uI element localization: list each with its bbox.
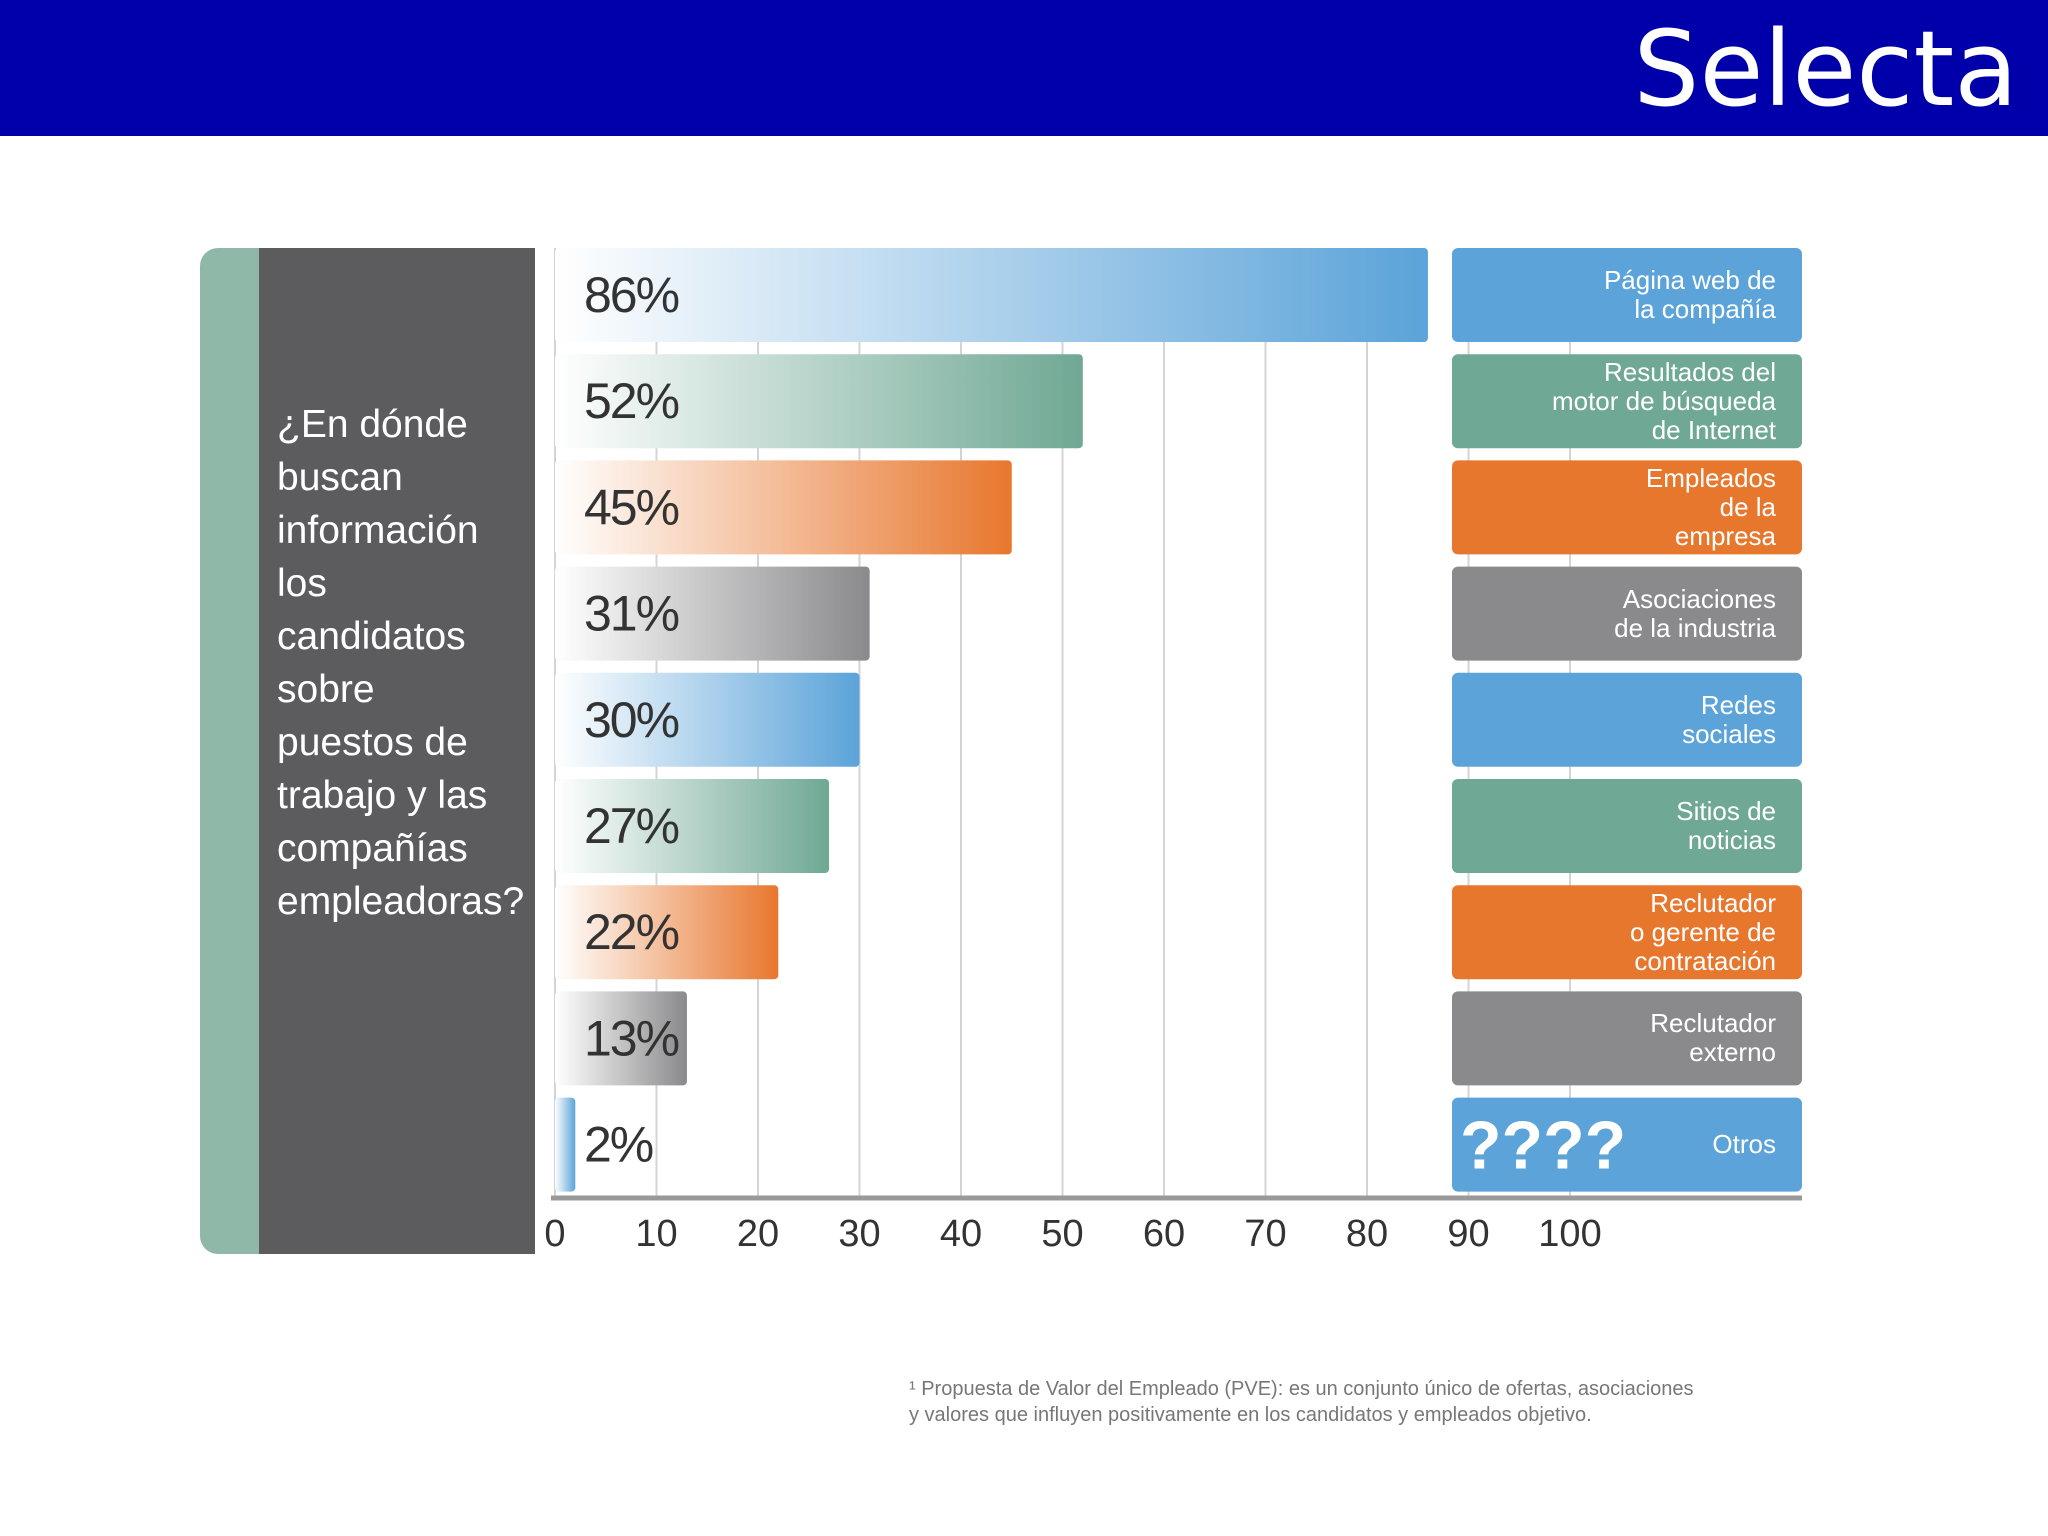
category-label: Empleados de la empresa — [1645, 462, 1776, 551]
x-tick-label: 80 — [1346, 1213, 1388, 1255]
x-tick-label: 50 — [1041, 1213, 1083, 1255]
question: ¿En dónde buscan información los candida… — [277, 403, 525, 923]
category-box — [1452, 991, 1802, 1086]
category-label: Página web de la compañía — [1603, 265, 1776, 324]
x-tick-label: 100 — [1538, 1213, 1601, 1255]
value-label: 31% — [584, 586, 679, 642]
value-label: 30% — [584, 692, 679, 748]
value-label: 86% — [584, 267, 679, 323]
bar — [555, 1097, 576, 1192]
value-label: 27% — [584, 798, 679, 854]
bar — [555, 566, 870, 661]
category-label: Sitios de noticias — [1676, 796, 1776, 855]
value-label: 45% — [584, 479, 679, 535]
category-box — [1452, 1097, 1802, 1192]
x-tick-label: 90 — [1447, 1213, 1489, 1255]
category-label: Reclutador externo — [1650, 1008, 1776, 1068]
category-label: Reclutador o gerente de contratación — [1629, 887, 1776, 976]
category-box — [1452, 885, 1802, 980]
header-bar: Selecta — [0, 0, 2048, 136]
category-label: Resultados del motor de búsqueda de Inte… — [1551, 356, 1776, 445]
brand: Selecta — [1633, 8, 2018, 130]
category-box — [1452, 354, 1802, 449]
bar — [555, 354, 1083, 449]
value-label: 2% — [584, 1117, 653, 1173]
value-label: 22% — [584, 904, 679, 960]
bar — [555, 460, 1012, 555]
category-box — [1452, 672, 1802, 767]
annotation: ???? — [1460, 1108, 1626, 1184]
x-tick-label: 10 — [635, 1213, 677, 1255]
x-tick-label: 20 — [737, 1213, 779, 1255]
category-label: Redes sociales — [1682, 689, 1776, 749]
category-label: Asociaciones de la industria — [1614, 583, 1776, 643]
bar — [555, 779, 830, 873]
x-tick-label: 70 — [1244, 1213, 1286, 1255]
footnote: ¹ Propuesta de Valor del Empleado (PVE):… — [909, 1378, 1694, 1426]
x-tick-label: 40 — [940, 1213, 982, 1255]
value-label: 52% — [584, 373, 679, 429]
category-box — [1452, 779, 1802, 873]
category-box — [1452, 566, 1802, 661]
value-label: 13% — [584, 1010, 679, 1066]
bar — [555, 885, 779, 980]
x-tick-label: 0 — [544, 1213, 565, 1255]
category-label: Otros — [1712, 1129, 1776, 1160]
category-box — [1452, 248, 1802, 342]
category-box — [1452, 460, 1802, 555]
question-panel — [259, 248, 535, 1254]
x-tick-label: 30 — [838, 1213, 880, 1255]
bar — [555, 991, 687, 1086]
x-tick-label: 60 — [1143, 1213, 1185, 1255]
bar — [555, 248, 1428, 342]
bar — [555, 672, 860, 767]
